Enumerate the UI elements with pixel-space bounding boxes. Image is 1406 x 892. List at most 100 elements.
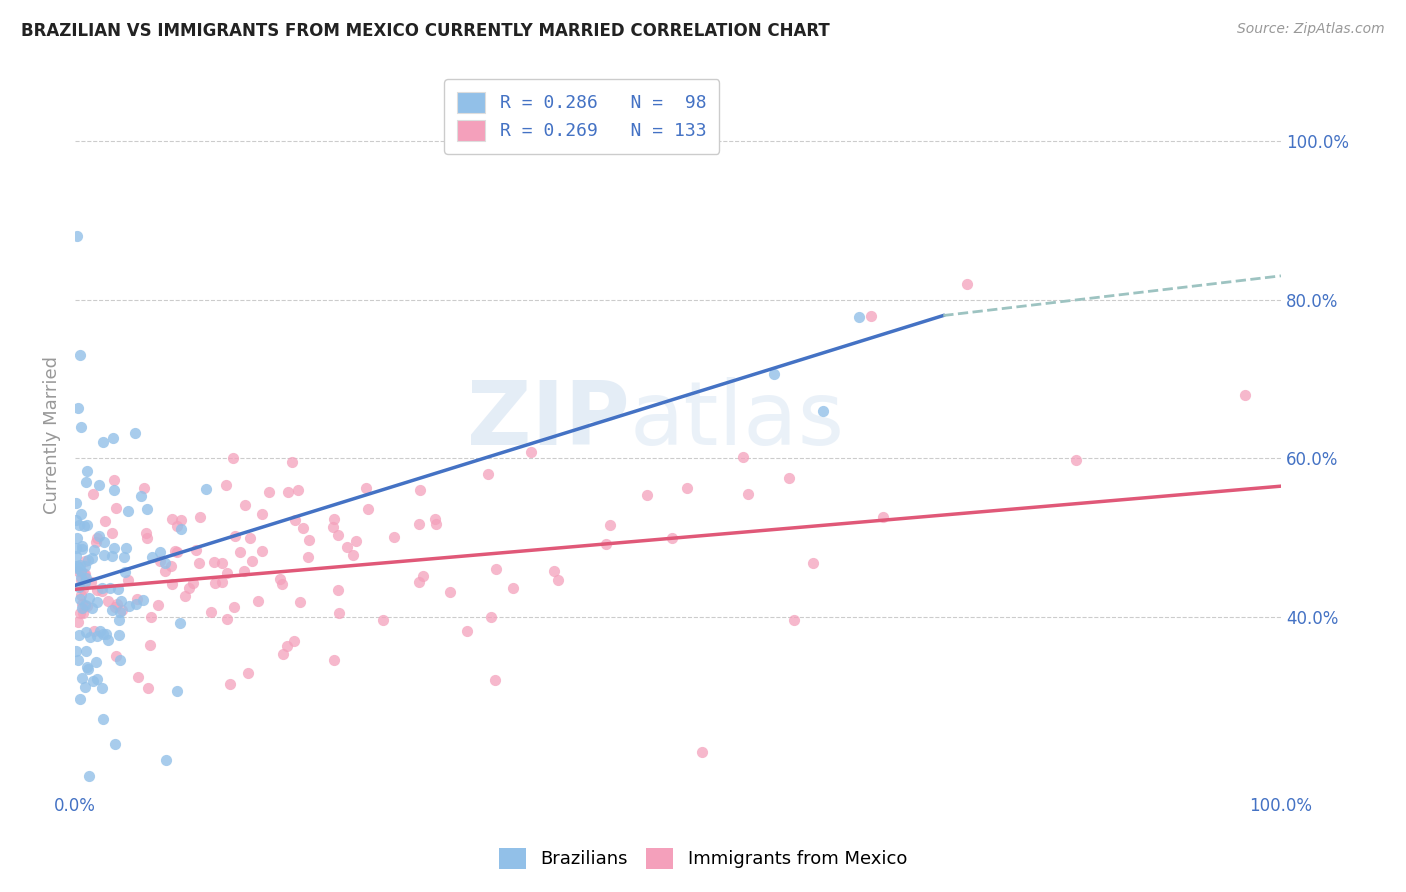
Point [86,532,108,546]
Point [284,513,307,527]
Point [114,565,136,579]
Point [67,580,90,594]
Point [139,610,162,624]
Point [70,569,93,583]
Point [101,431,124,445]
Point [125,591,148,606]
Point [73,567,96,582]
Point [215,478,238,492]
Point [93,535,115,549]
Point [129,489,152,503]
Point [80,575,103,590]
Point [69,573,91,587]
Point [287,483,309,498]
Point [69,558,91,573]
Point [70,671,93,685]
Point [477,467,499,481]
Point [224,529,246,543]
Point [101,525,124,540]
Point [247,593,270,607]
Point [169,513,191,527]
Point [67,628,90,642]
Point [169,616,191,631]
Point [135,526,157,541]
Legend: Brazilians, Immigrants from Mexico: Brazilians, Immigrants from Mexico [492,840,914,876]
Point [298,533,321,547]
Point [322,512,344,526]
Point [141,549,163,564]
Point [72,607,94,621]
Point [97,593,120,607]
Point [91,434,114,449]
Point [65,513,87,527]
Point [87,529,110,543]
Point [211,557,233,571]
Point [382,530,405,544]
Point [108,653,131,667]
Point [132,593,155,607]
Point [357,502,380,516]
Point [328,606,350,620]
Point [136,502,159,516]
Point [77,769,100,783]
Point [91,627,114,641]
Point [97,633,120,648]
Point [425,517,447,532]
Point [135,531,157,545]
Point [75,475,97,489]
Point [371,613,394,627]
Point [233,498,256,512]
Point [82,551,104,566]
Point [75,644,97,658]
Point [186,543,208,558]
Point [69,348,91,362]
Point [94,627,117,641]
Point [103,541,125,556]
Point [165,543,187,558]
Point [70,542,93,557]
Point [519,444,541,458]
Point [232,564,254,578]
Point [690,745,713,759]
Point [485,562,508,576]
Point [408,517,430,532]
Point [848,310,870,325]
Point [240,554,263,568]
Point [105,597,128,611]
Point [269,572,291,586]
Point [75,567,97,582]
Point [73,519,96,533]
Point [86,629,108,643]
Text: ZIP: ZIP [467,376,630,464]
Point [66,653,89,667]
Point [291,521,314,535]
Point [778,471,800,485]
Point [328,582,350,597]
Point [110,594,132,608]
Point [336,541,359,555]
Point [70,600,93,615]
Point [67,518,90,533]
Point [82,673,104,688]
Point [166,683,188,698]
Point [153,556,176,570]
Point [93,514,115,528]
Point [439,585,461,599]
Text: Source: ZipAtlas.com: Source: ZipAtlas.com [1237,22,1385,37]
Point [67,565,90,579]
Point [271,647,294,661]
Point [89,624,111,639]
Point [75,571,97,585]
Point [69,691,91,706]
Point [636,488,658,502]
Point [98,582,121,596]
Point [108,605,131,619]
Point [811,404,834,418]
Point [77,591,100,605]
Point [103,474,125,488]
Point [323,652,346,666]
Point [75,574,97,589]
Point [112,549,135,564]
Point [479,609,502,624]
Point [105,500,128,515]
